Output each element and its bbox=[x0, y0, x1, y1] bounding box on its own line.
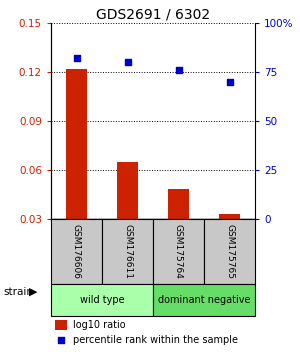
Point bbox=[59, 337, 64, 343]
Bar bbox=[204, 219, 255, 284]
Text: GSM175764: GSM175764 bbox=[174, 224, 183, 279]
Point bbox=[176, 67, 181, 73]
Text: percentile rank within the sample: percentile rank within the sample bbox=[74, 335, 238, 345]
Bar bbox=[117, 161, 138, 219]
Point bbox=[74, 55, 79, 61]
Bar bbox=[66, 69, 87, 219]
Point bbox=[227, 79, 232, 85]
Bar bbox=[102, 219, 153, 284]
Text: GSM176611: GSM176611 bbox=[123, 224, 132, 279]
Bar bbox=[55, 320, 67, 330]
Text: strain: strain bbox=[3, 287, 33, 297]
Text: dominant negative: dominant negative bbox=[158, 295, 250, 305]
Title: GDS2691 / 6302: GDS2691 / 6302 bbox=[96, 8, 210, 22]
Text: ▶: ▶ bbox=[28, 287, 37, 297]
Bar bbox=[168, 189, 189, 219]
Text: wild type: wild type bbox=[80, 295, 124, 305]
Bar bbox=[153, 219, 204, 284]
Point bbox=[125, 59, 130, 65]
Bar bbox=[153, 284, 255, 316]
Text: GSM175765: GSM175765 bbox=[225, 224, 234, 279]
Bar bbox=[51, 284, 153, 316]
Bar bbox=[219, 214, 240, 219]
Text: log10 ratio: log10 ratio bbox=[74, 320, 126, 330]
Text: GSM176606: GSM176606 bbox=[72, 224, 81, 279]
Bar bbox=[51, 219, 102, 284]
